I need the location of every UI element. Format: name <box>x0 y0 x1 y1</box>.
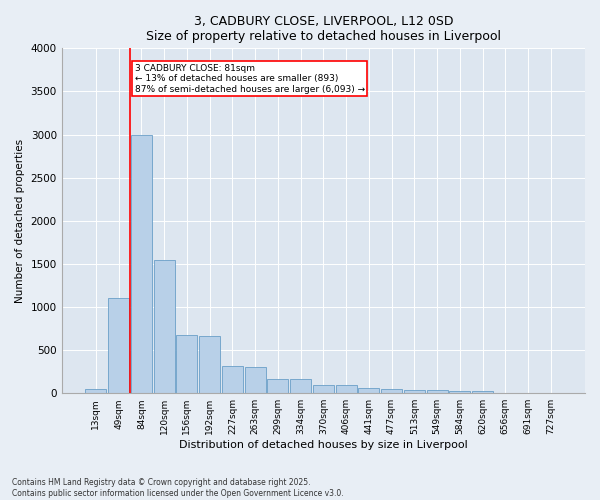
Bar <box>108 298 129 393</box>
Bar <box>472 391 493 393</box>
Bar <box>427 390 448 393</box>
Text: Contains HM Land Registry data © Crown copyright and database right 2025.
Contai: Contains HM Land Registry data © Crown c… <box>12 478 344 498</box>
Bar <box>449 390 470 393</box>
Bar <box>290 378 311 393</box>
Bar <box>381 390 402 393</box>
Bar <box>85 389 106 393</box>
Y-axis label: Number of detached properties: Number of detached properties <box>15 138 25 303</box>
Bar <box>176 334 197 393</box>
Title: 3, CADBURY CLOSE, LIVERPOOL, L12 0SD
Size of property relative to detached house: 3, CADBURY CLOSE, LIVERPOOL, L12 0SD Siz… <box>146 15 501 43</box>
Text: 3 CADBURY CLOSE: 81sqm
← 13% of detached houses are smaller (893)
87% of semi-de: 3 CADBURY CLOSE: 81sqm ← 13% of detached… <box>134 64 365 94</box>
Bar <box>358 388 379 393</box>
Bar <box>313 384 334 393</box>
Bar <box>199 336 220 393</box>
X-axis label: Distribution of detached houses by size in Liverpool: Distribution of detached houses by size … <box>179 440 468 450</box>
Bar <box>154 260 175 393</box>
Bar <box>335 385 356 393</box>
Bar <box>131 134 152 393</box>
Bar <box>404 390 425 393</box>
Bar <box>222 366 243 393</box>
Bar <box>268 378 289 393</box>
Bar <box>245 368 266 393</box>
